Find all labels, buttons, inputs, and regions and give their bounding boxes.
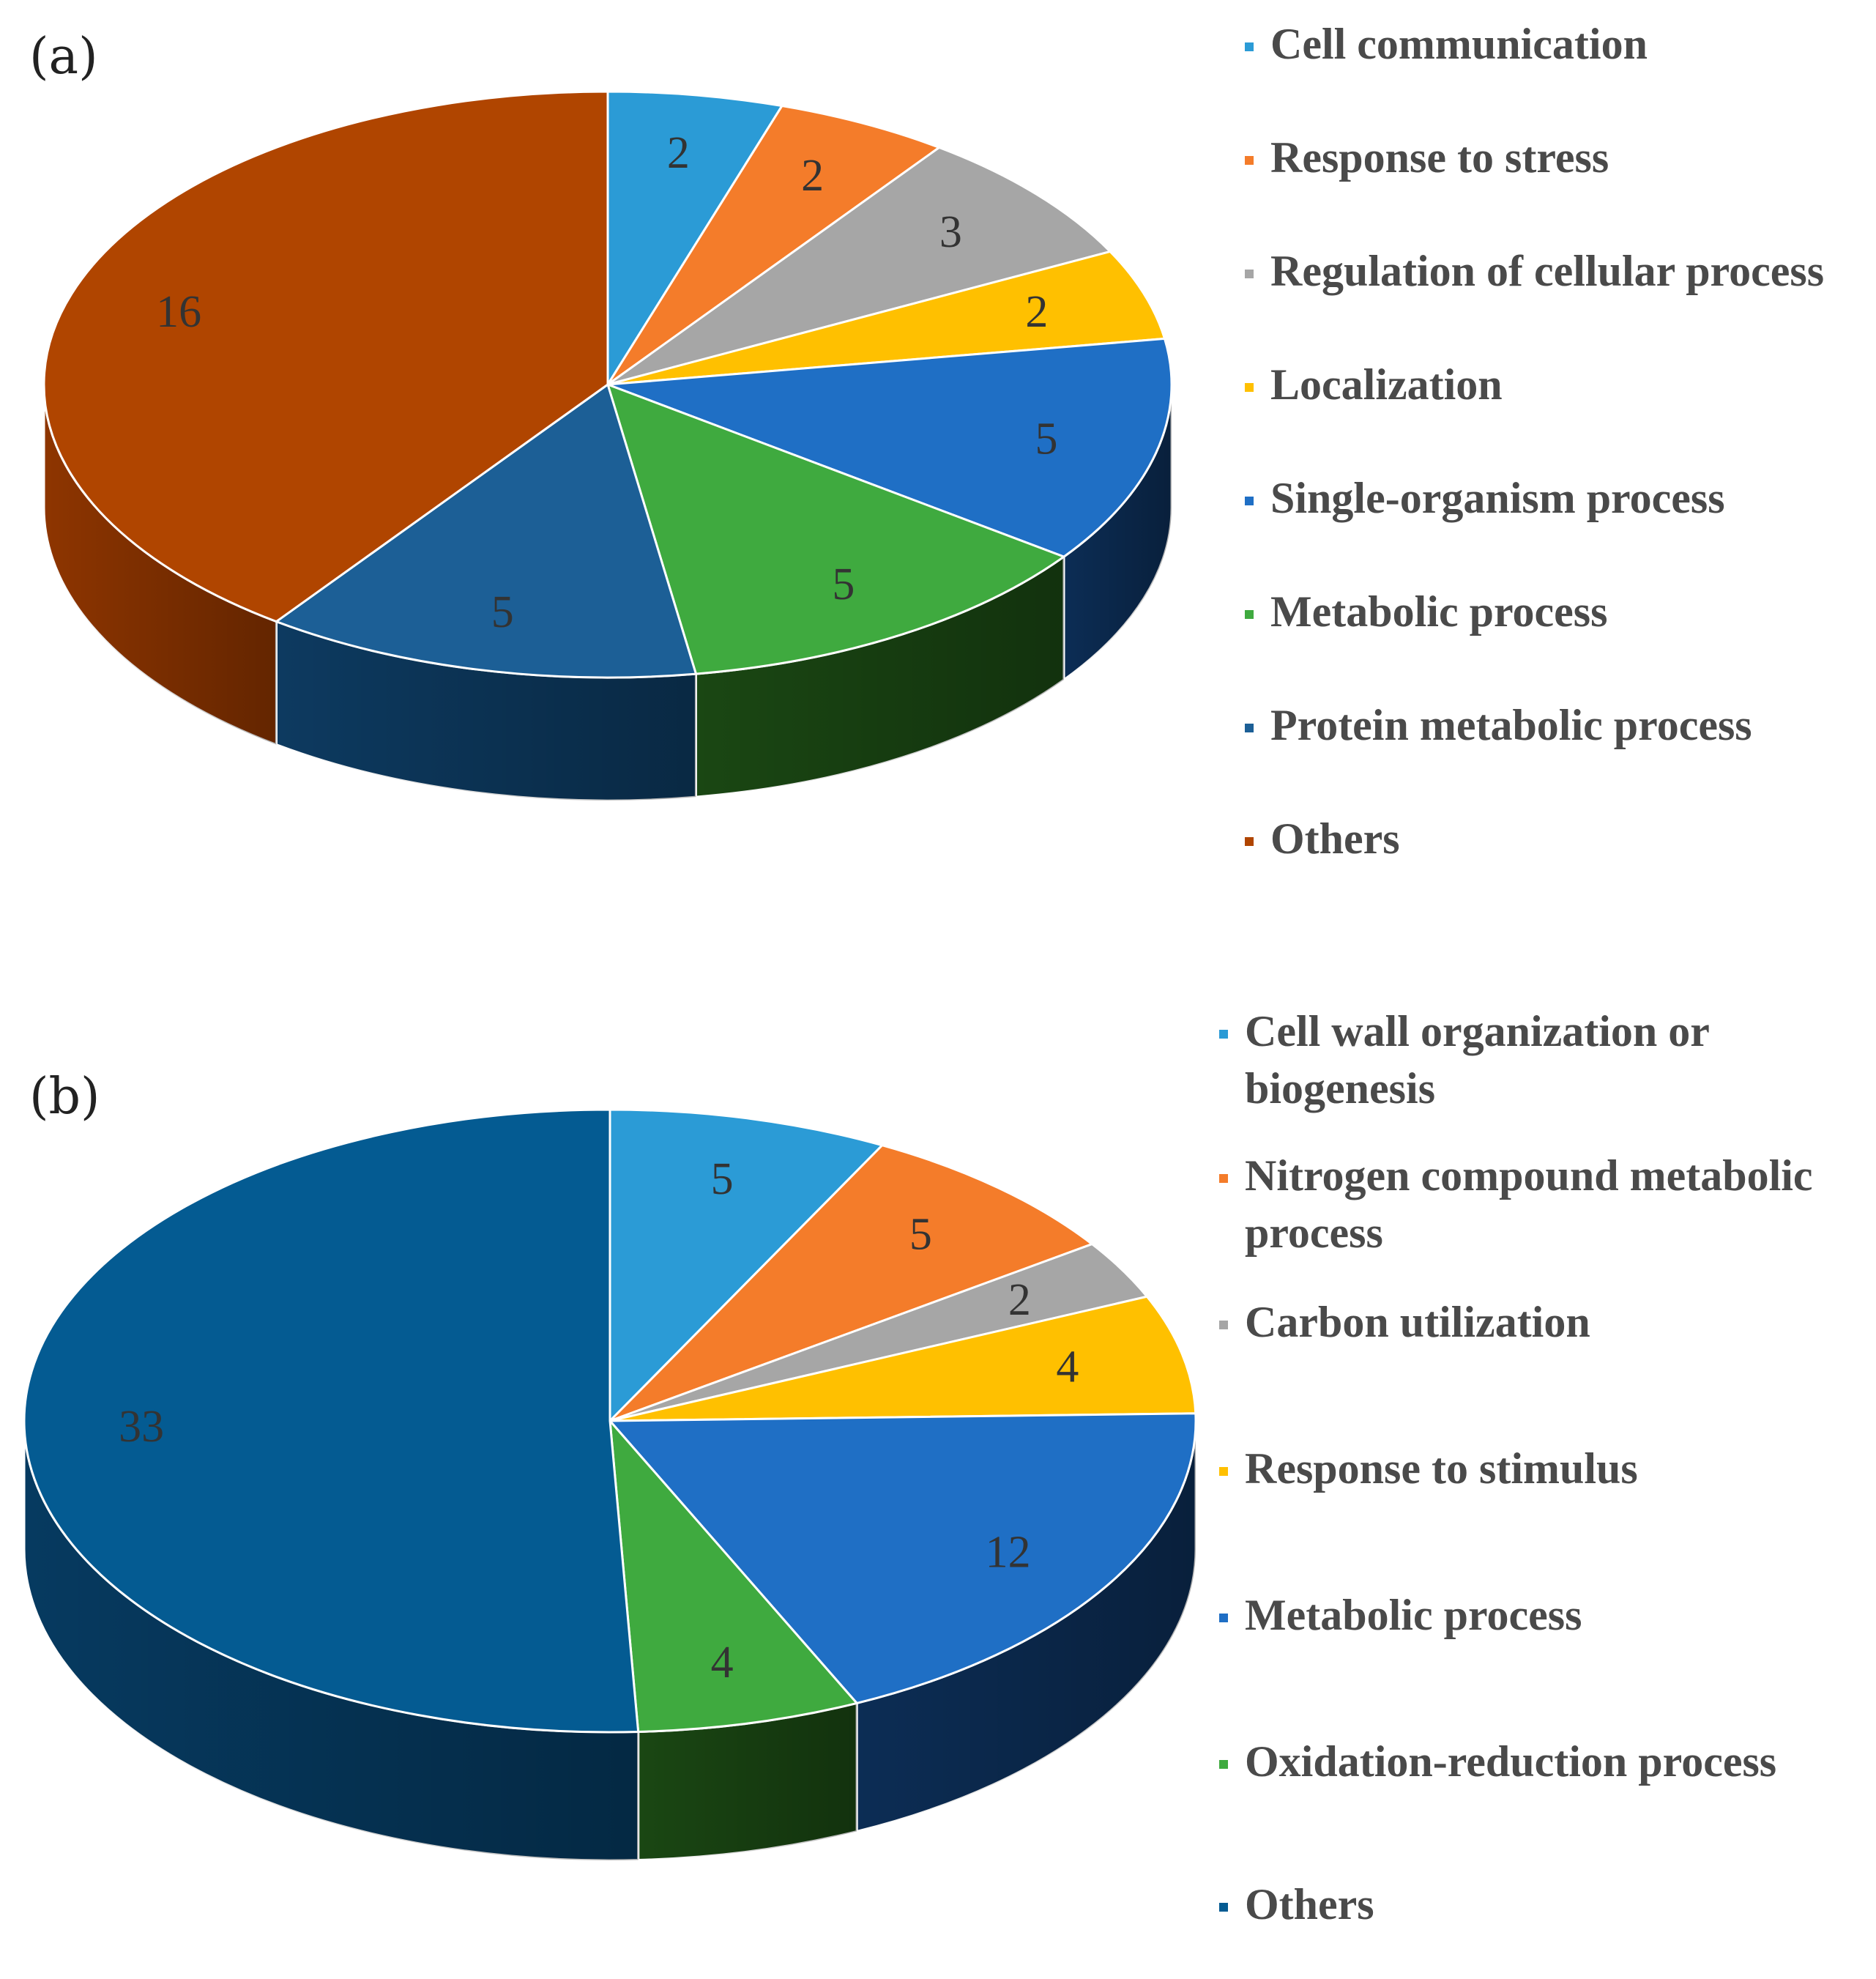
a-legend-entry-cell-communication: Cell communication	[1245, 20, 1648, 68]
pie-chart-a: (a) 2 2 3 2 5 5 5 16 Cell communication Response…	[29, 20, 1824, 863]
a-legend-entry-others: Others	[1245, 814, 1400, 863]
b-legend-label: process	[1245, 1208, 1383, 1257]
b-data-label-others: 33	[119, 1402, 164, 1452]
a-legend-swatch	[1245, 156, 1254, 165]
a-data-label-others: 16	[156, 287, 201, 337]
a-slice-response-to-stress	[606, 105, 941, 386]
a-legend-label: Regulation of cellular process	[1270, 247, 1824, 295]
b-legend-swatch	[1219, 1321, 1228, 1329]
a-legend-entry-regulation-of-cellular-process: Regulation of cellular process	[1245, 247, 1824, 295]
a-data-label-cell-communication: 2	[667, 128, 690, 178]
b-legend-label: Carbon utilization	[1245, 1298, 1590, 1346]
b-data-label-carbon-utilization: 2	[1008, 1275, 1031, 1325]
a-legend-swatch	[1245, 837, 1254, 846]
a-slice-cell-communication	[606, 90, 783, 386]
b-data-label-oxidation-reduction-process: 4	[711, 1638, 734, 1687]
a-slice-regulation-of-cellular-process	[606, 146, 1112, 386]
a-data-label-single-organism-process: 5	[1035, 415, 1057, 464]
b-legend-label: Oxidation-reduction process	[1245, 1737, 1776, 1786]
a-side-shade	[696, 557, 1064, 798]
a-legend-label: Others	[1270, 814, 1400, 863]
a-legend-swatch	[1245, 42, 1254, 51]
b-legend-swatch	[1219, 1030, 1228, 1039]
pie-b-slices	[23, 1108, 1197, 1862]
b-legend-entry-cell-wall-organization-or-biogenesis: Cell wall organization or biogenesis	[1219, 1007, 1710, 1113]
a-data-label-regulation-of-cellular-process: 3	[939, 207, 962, 257]
b-legend-label: Response to stimulus	[1245, 1444, 1638, 1493]
a-data-label-protein-metabolic-process: 5	[491, 587, 514, 637]
b-slice-others	[23, 1108, 640, 1734]
a-legend-label: Cell communication	[1270, 20, 1648, 68]
a-legend-entry-response-to-stress: Response to stress	[1245, 133, 1609, 182]
a-legend-swatch	[1245, 383, 1254, 392]
b-slice-nitrogen-compound-metabolic-process	[608, 1144, 1093, 1422]
a-legend-swatch	[1245, 270, 1254, 278]
a-legend-label: Response to stress	[1270, 133, 1609, 182]
panel-label-a: (a)	[29, 28, 98, 86]
a-legend-label: Single-organism process	[1270, 474, 1725, 522]
b-legend-swatch	[1219, 1760, 1228, 1769]
b-legend-swatch	[1219, 1903, 1228, 1912]
b-side-shade	[24, 1421, 639, 1860]
b-legend-entry-metabolic-process: Metabolic process	[1219, 1591, 1582, 1639]
b-data-label-cell-wall-organization-or-biogenesis: 5	[711, 1154, 734, 1204]
b-legend-entry-others: Others	[1219, 1880, 1374, 1928]
b-slice-response-to-stimulus	[608, 1295, 1197, 1422]
b-side-shade	[857, 1421, 1196, 1832]
b-legend-label: Cell wall organization or	[1245, 1007, 1710, 1055]
a-slice-localization	[606, 250, 1166, 386]
a-slice-metabolic-process	[606, 383, 1065, 675]
a-legend-label: Protein metabolic process	[1270, 701, 1752, 749]
a-legend-swatch	[1245, 724, 1254, 732]
legend-b: Cell wall organization or biogenesis Nitro…	[1219, 1007, 1813, 1928]
b-slice-cell-wall-organization-or-biogenesis	[608, 1108, 884, 1422]
b-legend-entry-oxidation-reduction-process: Oxidation-reduction process	[1219, 1737, 1776, 1786]
a-legend-label: Metabolic process	[1270, 587, 1607, 636]
b-legend-label: Metabolic process	[1245, 1591, 1582, 1639]
a-legend-entry-protein-metabolic-process: Protein metabolic process	[1245, 701, 1752, 749]
b-data-label-response-to-stimulus: 4	[1056, 1343, 1079, 1392]
a-slice-protein-metabolic-process	[275, 383, 697, 679]
b-slice-metabolic-process	[608, 1412, 1197, 1704]
a-side-shade	[276, 621, 696, 801]
a-side-shade	[44, 385, 277, 745]
b-legend-swatch	[1219, 1467, 1228, 1476]
b-data-label-nitrogen-compound-metabolic-process: 5	[909, 1210, 932, 1260]
a-legend-entry-single-organism-process: Single-organism process	[1245, 474, 1725, 522]
a-legend-label: Localization	[1270, 360, 1503, 409]
a-side-shade	[1063, 385, 1172, 680]
pie-a-slices	[42, 90, 1173, 802]
b-legend-swatch	[1219, 1614, 1228, 1622]
a-data-label-metabolic-process: 5	[832, 560, 855, 609]
b-legend-label: biogenesis	[1245, 1064, 1435, 1113]
b-data-label-metabolic-process: 12	[986, 1527, 1031, 1577]
b-side-shade	[638, 1703, 857, 1860]
a-legend-entry-localization: Localization	[1245, 360, 1503, 409]
b-legend-entry-response-to-stimulus: Response to stimulus	[1219, 1444, 1638, 1493]
a-slice-others	[42, 90, 609, 623]
b-legend-swatch	[1219, 1174, 1228, 1183]
a-slice-single-organism-process	[606, 337, 1173, 558]
a-legend-swatch	[1245, 610, 1254, 619]
b-legend-label: Others	[1245, 1880, 1374, 1928]
a-data-label-response-to-stress: 2	[801, 151, 824, 201]
panel-label-b: (b)	[29, 1068, 100, 1126]
b-slice-oxidation-reduction-process	[608, 1419, 858, 1733]
b-legend-entry-carbon-utilization: Carbon utilization	[1219, 1298, 1590, 1346]
a-legend-entry-metabolic-process: Metabolic process	[1245, 587, 1607, 636]
a-legend-swatch	[1245, 497, 1254, 505]
a-data-label-localization: 2	[1025, 287, 1048, 337]
b-legend-label: Nitrogen compound metabolic	[1245, 1151, 1813, 1200]
pie-a-data-labels: 2 2 3 2 5 5 5 16	[156, 128, 1057, 637]
b-legend-entry-nitrogen-compound-metabolic-process: Nitrogen compound metabolic process	[1219, 1151, 1813, 1257]
legend-a: Cell communication Response to stress Regu…	[1245, 20, 1824, 863]
